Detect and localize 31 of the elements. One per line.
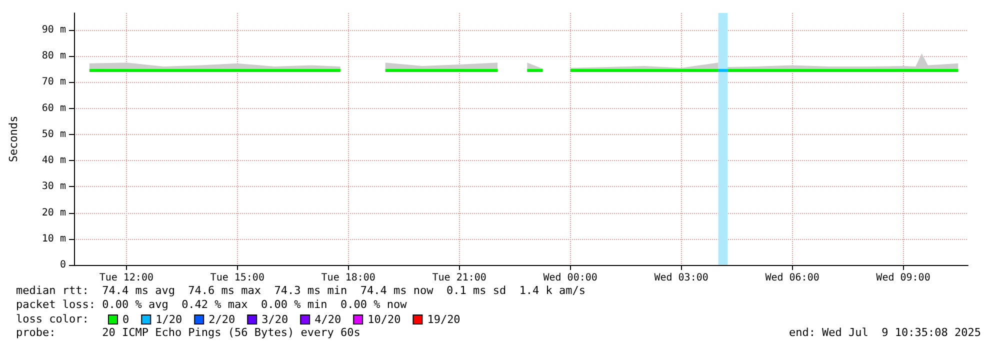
legend-label: 1/20 xyxy=(156,313,182,326)
x-tick-label: Tue 18:00 xyxy=(321,272,376,284)
x-tick-label: Tue 12:00 xyxy=(99,272,154,284)
text: median rtt: 74.4 ms avg 74.6 ms max 74.3 ms min 74.4 ms now 0.1 ms sd 1.4 k am/s xyxy=(16,284,586,297)
legend-label: 2/20 xyxy=(208,313,236,326)
x-tick-label: Wed 06:00 xyxy=(765,272,820,284)
y-tick-label: 80 m xyxy=(42,50,66,62)
y-tick-label: 0 xyxy=(60,260,66,270)
x-tick-label: Wed 03:00 xyxy=(654,272,708,284)
x-tick-label: Tue 21:00 xyxy=(432,272,486,284)
y-tick-label: 90 m xyxy=(42,24,66,36)
y-tick-label: 20 m xyxy=(42,207,66,218)
y-tick-label: 40 m xyxy=(42,155,66,166)
legend-label: 0 xyxy=(122,313,130,326)
text: packet loss: 0.00 % avg 0.42 % max 0.00 % min 0.00 % now xyxy=(16,298,408,311)
legend-label: 19/20 xyxy=(427,313,460,326)
legend-title: loss color: xyxy=(16,312,89,326)
x-tick-label: Tue 15:00 xyxy=(210,272,264,284)
y-tick-label: 30 m xyxy=(42,181,66,192)
text: end: Wed Jul 9 10:35:08 2025 xyxy=(788,326,982,339)
legend-label: 10/20 xyxy=(368,313,401,326)
text: probe: 20 ICMP Echo Pings (56 Bytes) every 60s xyxy=(16,326,360,339)
x-tick-label: Wed 00:00 xyxy=(543,272,598,284)
y-axis-title: Seconds xyxy=(7,116,20,162)
y-tick-label: 60 m xyxy=(42,102,66,114)
y-tick-label: 10 m xyxy=(42,233,66,244)
y-tick-label: 70 m xyxy=(42,76,66,88)
y-tick-label: 50 m xyxy=(42,128,66,140)
x-tick-label: Wed 09:00 xyxy=(876,272,930,284)
legend-label: 4/20 xyxy=(314,313,342,326)
legend-label: 3/20 xyxy=(262,313,288,326)
